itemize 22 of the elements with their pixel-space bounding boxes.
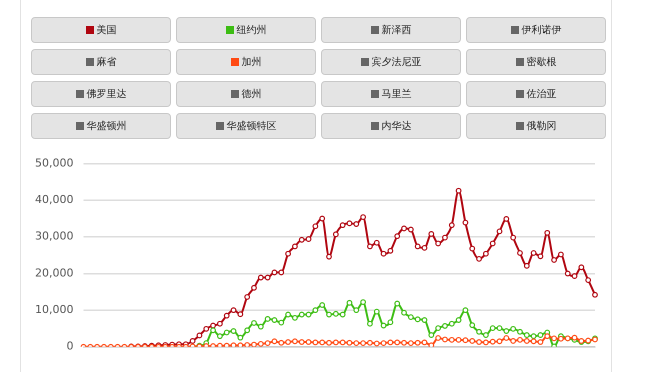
legend-label: 纽约州 — [236, 24, 266, 37]
y-tick-label: 30,000 — [34, 230, 74, 243]
legend-label: 华盛顿特区 — [226, 120, 276, 133]
legend-label: 马里兰 — [382, 88, 412, 101]
legend-label: 佐治亚 — [526, 88, 556, 101]
legend-label: 德州 — [242, 88, 262, 101]
legend-label: 伊利诺伊 — [522, 24, 562, 37]
y-tick-label: 0 — [66, 340, 74, 353]
legend-label: 内华达 — [382, 120, 412, 133]
legend-label: 华盛顿州 — [86, 120, 126, 133]
y-tick-label: 40,000 — [34, 193, 74, 206]
legend-label: 密歇根 — [526, 56, 556, 69]
legend-label: 俄勒冈 — [526, 120, 556, 133]
y-tick-label: 10,000 — [34, 303, 74, 316]
legend-label: 佛罗里达 — [86, 88, 126, 101]
legend-label: 美国 — [96, 24, 116, 37]
y-tick-label: 20,000 — [34, 266, 74, 280]
legend-label: 宾夕法尼亚 — [372, 56, 422, 69]
y-tick-label: 50,000 — [34, 156, 74, 170]
legend-label: 加州 — [242, 56, 262, 69]
legend-label: 新泽西 — [382, 24, 412, 37]
legend-label: 麻省 — [96, 56, 116, 69]
